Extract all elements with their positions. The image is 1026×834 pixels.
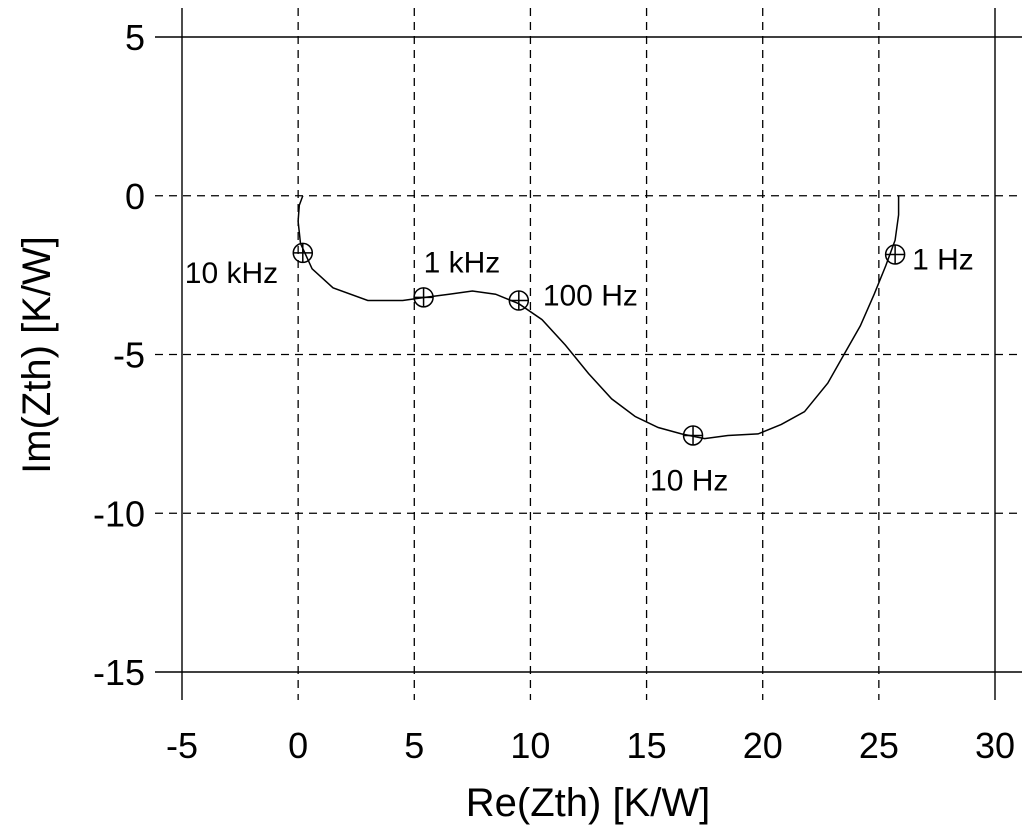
y-tick-label: -15 xyxy=(93,652,145,693)
x-tick-label: 20 xyxy=(743,725,783,766)
frequency-label: 10 Hz xyxy=(650,464,728,497)
frequency-label: 1 kHz xyxy=(424,246,501,279)
x-tick-label: -5 xyxy=(166,725,198,766)
curve-layer xyxy=(297,195,900,440)
x-tick-label: 25 xyxy=(859,725,899,766)
tick-labels: -5 0 5 10 15 20 25 30 5 0 -5 -10 -15 xyxy=(93,17,1015,766)
y-tick-label: 5 xyxy=(125,17,145,58)
x-tick-label: 10 xyxy=(510,725,550,766)
x-axis-label: Re(Zth) [K/W] xyxy=(466,781,710,825)
frequency-label: 100 Hz xyxy=(543,280,638,313)
grid xyxy=(155,8,1022,700)
marker-layer: 10 kHz 1 kHz 100 Hz 10 Hz 1 Hz xyxy=(185,242,974,497)
x-tick-label: 5 xyxy=(404,725,424,766)
x-tick-label: 30 xyxy=(975,725,1015,766)
x-tick-label: 15 xyxy=(627,725,667,766)
impedance-curve xyxy=(297,195,900,440)
x-tick-label: 0 xyxy=(288,725,308,766)
y-tick-label: -10 xyxy=(93,493,145,534)
frequency-label: 10 kHz xyxy=(185,257,278,290)
y-tick-label: -5 xyxy=(113,335,145,376)
y-tick-label: 0 xyxy=(125,176,145,217)
y-axis-label: Im(Zth) [K/W] xyxy=(15,236,59,474)
frequency-label: 1 Hz xyxy=(912,243,974,276)
